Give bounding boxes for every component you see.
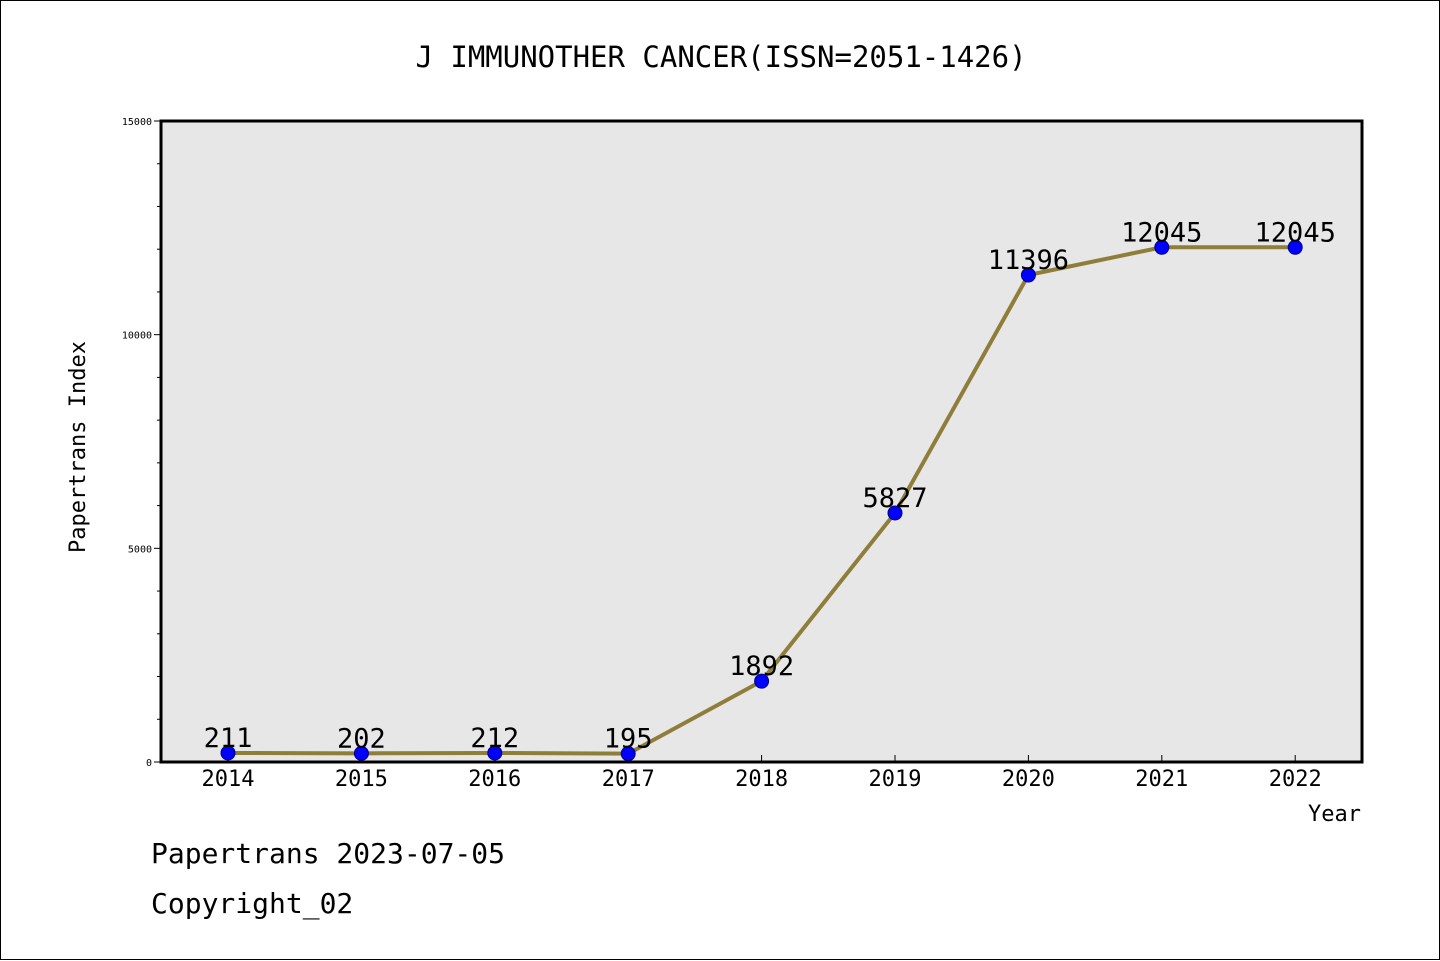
y-tick-label: 15000 (122, 117, 152, 128)
data-point (353, 745, 369, 761)
data-label: 195 (604, 724, 653, 755)
data-label: 11396 (988, 245, 1069, 276)
data-label: 211 (204, 723, 253, 754)
x-tick-label: 2022 (1269, 767, 1322, 792)
data-labels: 211 202 212 195 1892 5827 11396 12045 12045 (204, 217, 1336, 754)
data-series (220, 239, 1303, 762)
data-label: 202 (337, 723, 386, 754)
chart-title: J IMMUNOTHER CANCER(ISSN=2051-1426) (415, 40, 1026, 74)
y-tick-label: 10000 (122, 331, 152, 342)
x-axis: 2014 2015 2016 2017 2018 2019 2020 2021 2022 (202, 755, 1322, 792)
data-point (1020, 267, 1036, 283)
data-point (487, 745, 503, 761)
x-tick-label: 2018 (735, 767, 788, 792)
x-tick-label: 2016 (468, 767, 521, 792)
y-axis: 0 5000 10000 15000 (122, 117, 161, 769)
data-point (220, 745, 236, 761)
y-axis-label: Papertrans Index (66, 341, 91, 553)
x-tick-label: 2017 (602, 767, 655, 792)
x-tick-label: 2014 (202, 767, 255, 792)
data-label: 5827 (862, 483, 927, 514)
footer-copyright: Copyright_02 (151, 887, 354, 920)
plot-area (159, 119, 1364, 764)
x-tick-label: 2019 (869, 767, 922, 792)
y-tick-label: 0 (146, 758, 152, 769)
data-label: 12045 (1255, 217, 1336, 248)
data-point (1287, 239, 1303, 255)
data-point (887, 505, 903, 521)
data-label: 212 (470, 723, 519, 754)
data-point (620, 746, 636, 762)
x-tick-label: 2020 (1002, 767, 1055, 792)
footer-date: Papertrans 2023-07-05 (151, 837, 506, 870)
data-point (1154, 239, 1170, 255)
data-point (754, 673, 770, 689)
x-tick-label: 2021 (1135, 767, 1188, 792)
data-label: 12045 (1121, 217, 1202, 248)
x-axis-label: Year (1308, 802, 1361, 827)
y-tick-label: 5000 (128, 544, 152, 555)
data-label: 1892 (729, 651, 794, 682)
x-tick-label: 2015 (335, 767, 388, 792)
